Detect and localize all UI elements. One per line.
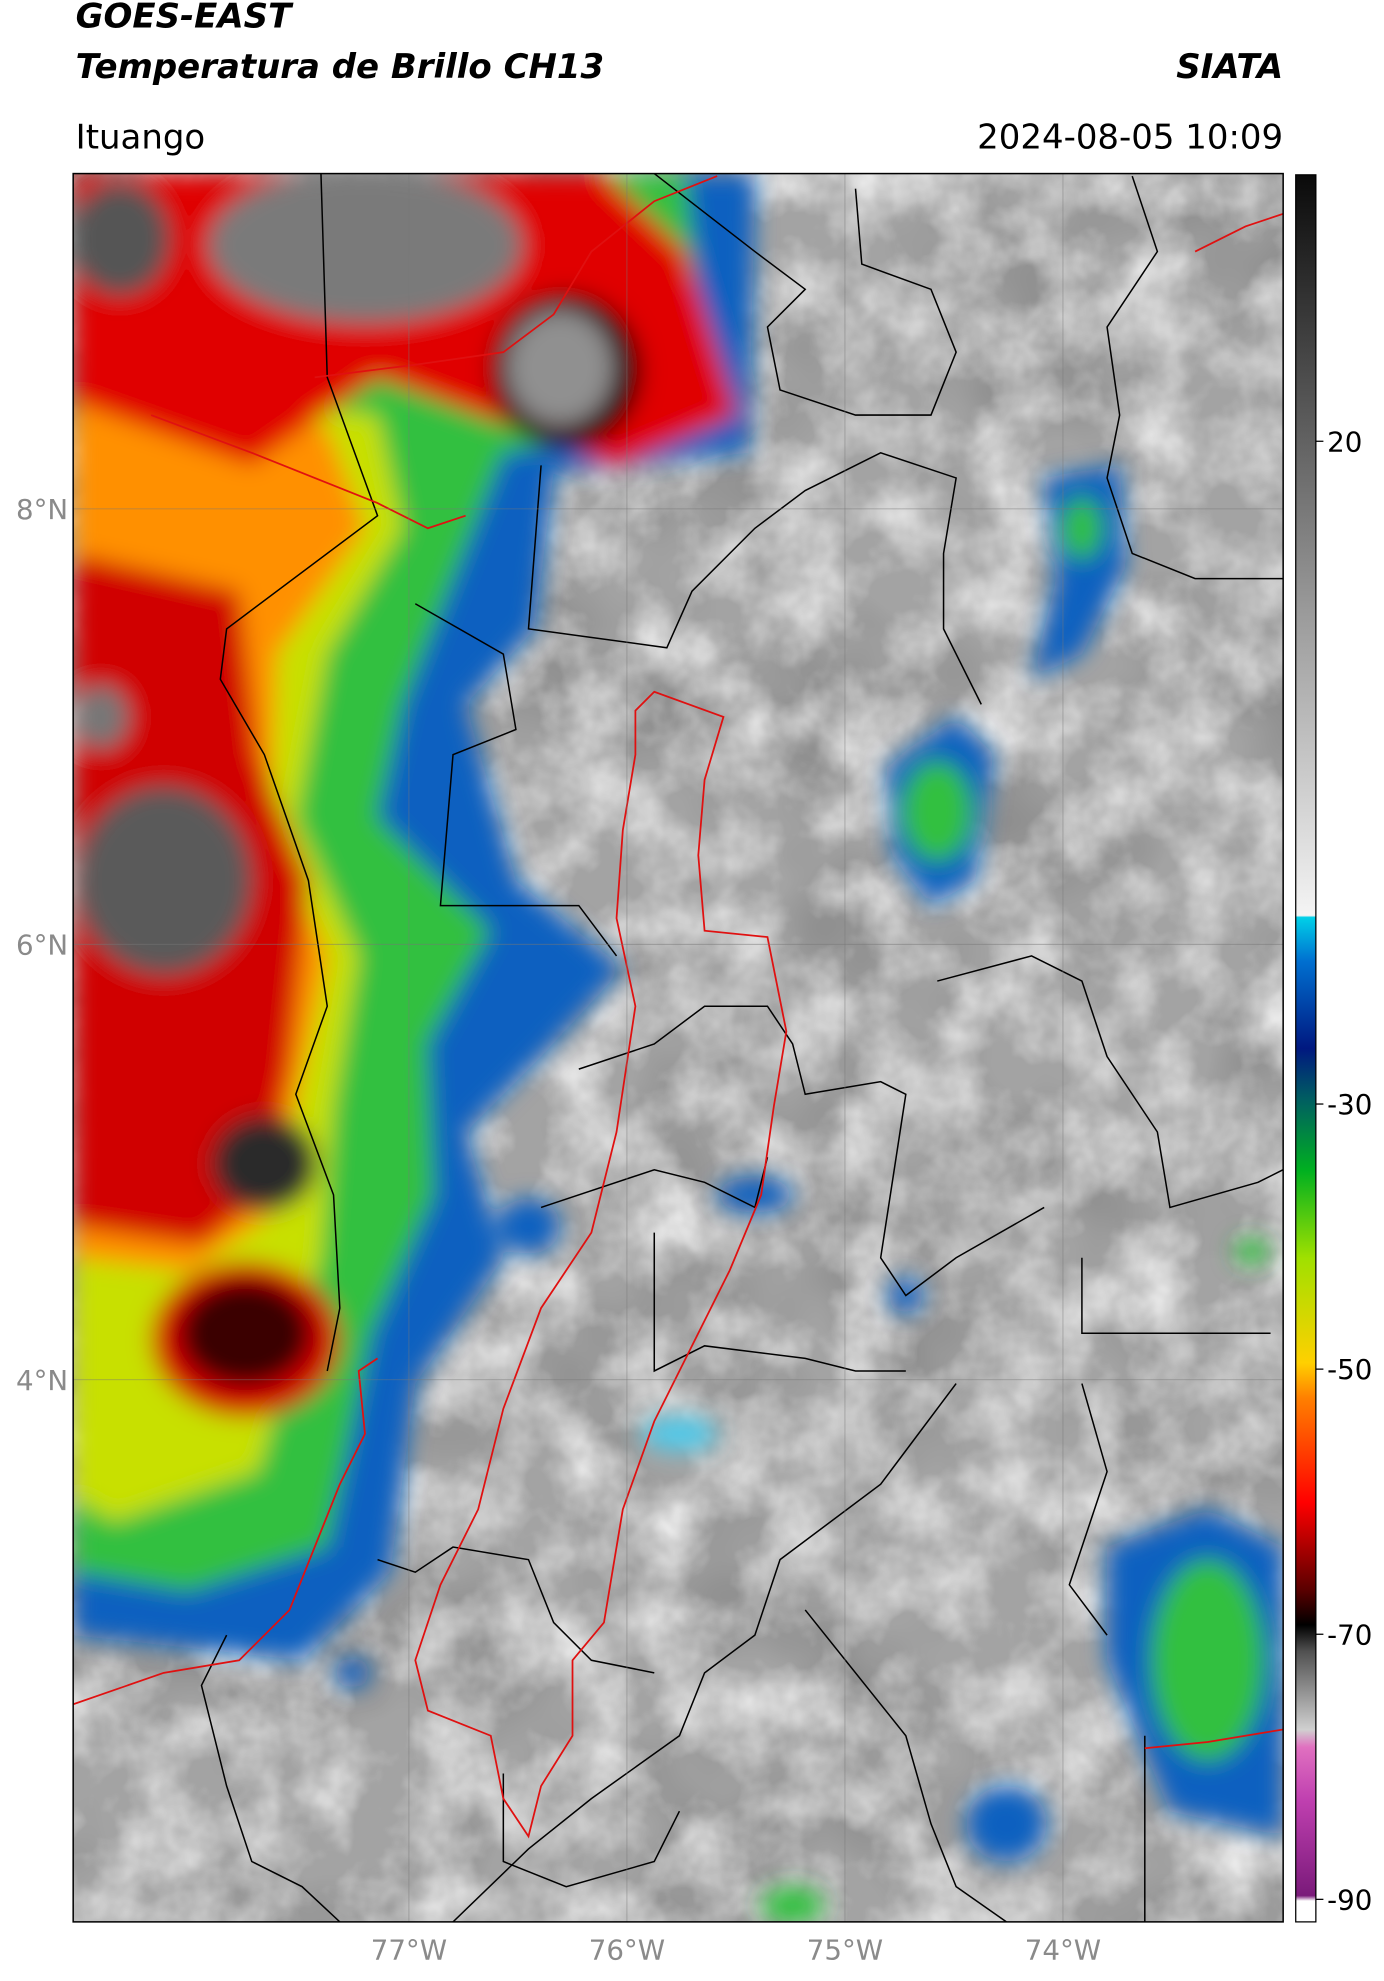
- colorbar-tick-label: -90: [1327, 1883, 1372, 1916]
- lat-tick-label: 8°N: [16, 493, 68, 526]
- lat-tick-label: 4°N: [16, 1364, 68, 1397]
- graticule: [73, 173, 1284, 1922]
- lon-tick-label: 75°W: [807, 1934, 883, 1967]
- colorbar-tick-label: 20: [1327, 425, 1362, 458]
- colorbar-tick-label: -50: [1327, 1353, 1372, 1386]
- lon-tick-label: 76°W: [589, 1934, 665, 1967]
- colorbar-tick-label: -30: [1327, 1088, 1372, 1121]
- subtitle: Temperatura de Brillo CH13: [76, 47, 604, 87]
- colorbar: [1295, 174, 1317, 1923]
- source: SIATA: [1176, 47, 1283, 87]
- satellite-map: [73, 173, 1284, 1922]
- axes: 8°N 6°N 4°N 77°W 76°W 75°W 74°W 20 -30 -50 -70 -90: [16, 425, 1372, 1966]
- lat-tick-label: 6°N: [16, 928, 68, 961]
- location: Ituango: [76, 117, 206, 157]
- map-frame: [72, 172, 1284, 1923]
- colorbar-tick-label: -70: [1327, 1618, 1372, 1651]
- title: GOES-EAST: [76, 0, 294, 37]
- timestamp: 2024-08-05 10:09: [977, 117, 1283, 157]
- lon-tick-label: 77°W: [371, 1934, 447, 1967]
- lon-tick-label: 74°W: [1025, 1934, 1101, 1967]
